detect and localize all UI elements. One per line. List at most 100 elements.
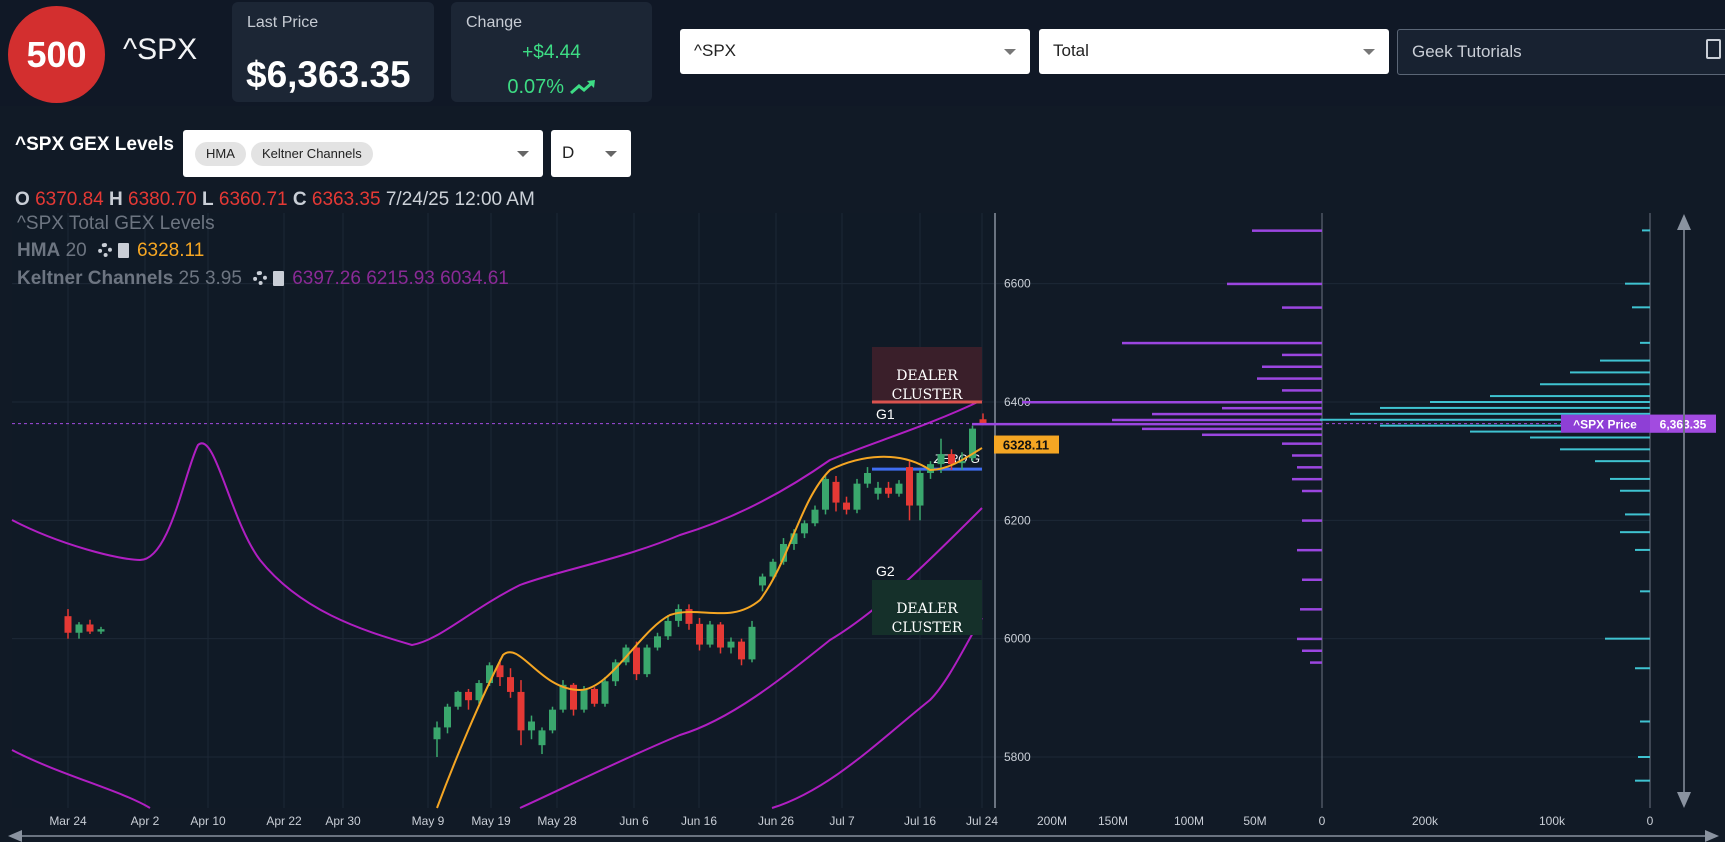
y-tick-label: 6600	[1004, 277, 1031, 291]
volume-bar	[1490, 395, 1650, 398]
volume-bar	[1470, 430, 1650, 433]
gex-bar	[1297, 637, 1322, 641]
panel-title: ^SPX GEX Levels	[15, 134, 174, 155]
low-value: 6360.71	[218, 189, 288, 210]
arrow-up-icon	[1677, 214, 1691, 230]
candle-body	[738, 641, 745, 660]
hma-value: 6328.11	[136, 240, 205, 261]
gex-bar	[1257, 377, 1322, 380]
arrow-right-icon	[1705, 830, 1719, 842]
x-tick-label: Apr 30	[325, 814, 361, 828]
candle-body	[622, 647, 630, 663]
gear-icon[interactable]	[97, 243, 112, 257]
gear-icon[interactable]	[253, 271, 268, 285]
change-percent: 0.07%	[451, 76, 652, 99]
volume-bar	[1640, 720, 1650, 723]
candle-body	[570, 684, 577, 710]
keltner-name: Keltner Channels	[17, 268, 174, 289]
volume-x-tick-label: 100k	[1539, 814, 1566, 828]
indicators-select[interactable]: HMA Keltner Channels	[183, 130, 543, 177]
x-tick-label: Mar 24	[49, 814, 87, 828]
hma-params: 20	[65, 240, 87, 261]
x-tick-label: Jun 26	[758, 814, 794, 828]
x-tick-label: May 28	[537, 814, 577, 828]
x-tick-label: Jun 6	[619, 814, 649, 828]
candle-body	[801, 523, 808, 534]
gex-type-select[interactable]: Total	[1039, 29, 1389, 74]
gex-bar	[1112, 418, 1322, 422]
x-tick-label: May 19	[471, 814, 511, 828]
candle-body	[916, 473, 924, 506]
candle-body	[580, 688, 588, 710]
volume-x-tick-label: 0	[1647, 814, 1654, 828]
g1-label: G1	[876, 406, 895, 422]
indicator-chip-hma[interactable]: HMA	[195, 142, 246, 166]
index-badge: 500	[8, 6, 105, 103]
ticker-select[interactable]: ^SPX	[680, 29, 1030, 74]
volume-bar	[1380, 406, 1650, 409]
candle-body	[643, 647, 651, 675]
volume-bar	[1530, 436, 1650, 439]
volume-bar	[1595, 460, 1650, 463]
timeframe-value: D	[562, 143, 575, 162]
candle-body	[937, 454, 945, 465]
change-card: Change +$4.44 0.07%	[451, 2, 652, 102]
document-icon[interactable]	[1706, 39, 1721, 59]
candle-body	[601, 681, 609, 704]
volume-bar	[1320, 418, 1650, 421]
trash-icon[interactable]	[117, 243, 129, 258]
arrow-left-icon	[8, 830, 22, 842]
candle-body	[717, 624, 724, 648]
candle-body	[979, 419, 987, 424]
candle-body	[454, 691, 462, 707]
gex-bar	[1310, 661, 1322, 664]
gex-bar	[1142, 427, 1322, 431]
gex-bar	[1282, 442, 1322, 445]
volume-bar	[1600, 359, 1650, 362]
x-tick-label: Jul 16	[904, 814, 936, 828]
volume-bar	[1635, 548, 1650, 551]
high-value: 6380.70	[128, 189, 197, 210]
volume-bar	[1610, 477, 1650, 480]
volume-x-tick-label: 200k	[1412, 814, 1439, 828]
hma-line	[436, 447, 983, 809]
candle-body	[633, 647, 640, 675]
candle-body	[853, 483, 861, 510]
timeframe-select[interactable]: D	[551, 130, 631, 177]
candle-body	[517, 691, 525, 731]
indicator-chip-keltner[interactable]: Keltner Channels	[251, 142, 373, 166]
volume-bar	[1635, 779, 1650, 782]
volume-bar	[1635, 667, 1650, 670]
dealer-cluster-upper	[872, 347, 982, 402]
chevron-down-icon	[1004, 49, 1016, 55]
gex-bar	[1222, 406, 1322, 410]
chevron-down-icon	[605, 151, 617, 157]
candle-body	[832, 481, 840, 503]
gex-bar	[1292, 477, 1322, 481]
volume-bar	[1625, 282, 1650, 285]
candle-body	[790, 533, 798, 544]
candle-body	[549, 709, 556, 731]
candle-body	[759, 576, 766, 586]
trash-icon[interactable]	[273, 271, 285, 286]
keltner-middle-band	[11, 507, 983, 809]
gex-bar	[1302, 578, 1322, 581]
candle-body	[433, 727, 441, 740]
keltner-upper-band	[11, 399, 983, 647]
candle-body	[748, 626, 756, 660]
gex-bar	[1252, 229, 1322, 232]
geek-tutorials-select[interactable]: Geek Tutorials	[1397, 29, 1725, 75]
candle-body	[780, 544, 787, 562]
gex-bar	[1297, 466, 1322, 469]
gex-bar	[1202, 433, 1322, 437]
dealer-cluster-upper-label: DEALER	[896, 368, 958, 384]
candle-body	[75, 624, 83, 633]
gex-bar	[1292, 454, 1322, 457]
high-label: H	[109, 189, 123, 210]
candle-body	[864, 473, 871, 484]
gex-bar	[1122, 341, 1322, 345]
gex-bar	[1297, 548, 1322, 552]
change-label: Change	[466, 14, 523, 31]
candle-body	[444, 706, 451, 728]
